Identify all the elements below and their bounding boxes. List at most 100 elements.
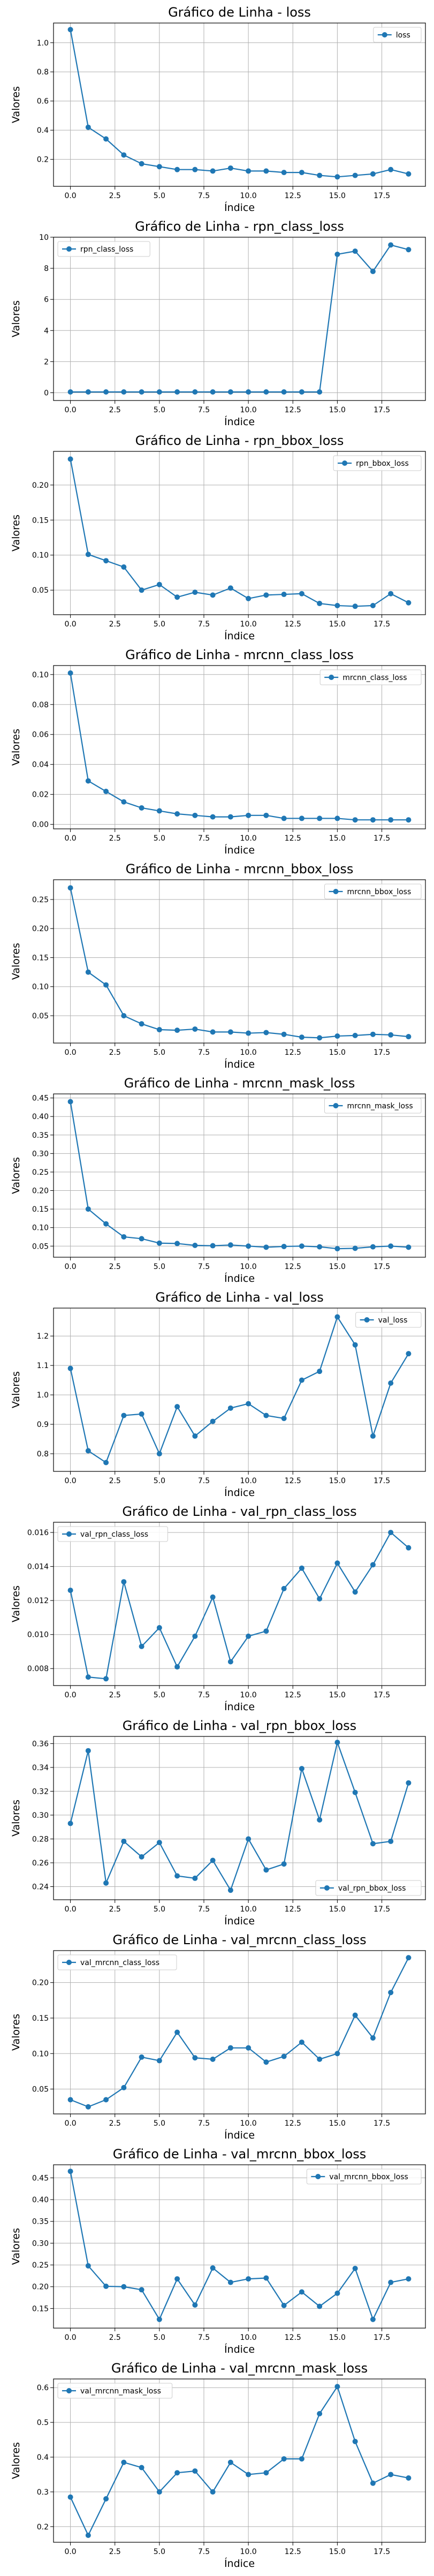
data-point (174, 2470, 180, 2476)
data-point (263, 812, 269, 818)
legend-label: val_mrcnn_class_loss (80, 1959, 159, 1967)
x-tick-label: 10.0 (240, 192, 257, 200)
legend-box (333, 455, 422, 471)
x-tick-label: 0.0 (64, 620, 76, 629)
y-axis-label: Valores (10, 2228, 22, 2265)
x-tick-label: 7.5 (198, 2119, 210, 2128)
data-point (67, 1099, 73, 1105)
data-point (67, 2097, 73, 2103)
x-tick-label: 7.5 (198, 1048, 210, 1057)
data-point (406, 1955, 412, 1961)
data-point (85, 1674, 91, 1680)
y-axis-label: Valores (10, 1157, 22, 1194)
x-tick-label: 0.0 (64, 834, 76, 843)
x-tick-label: 0.0 (64, 1263, 76, 1271)
legend: rpn_bbox_loss (333, 455, 422, 471)
data-point (299, 2039, 304, 2045)
y-tick-label: 0.20 (32, 1979, 49, 1988)
data-point (281, 2456, 287, 2462)
data-point (352, 248, 358, 254)
series-line (70, 2171, 409, 2320)
data-point (103, 2097, 109, 2103)
data-point (139, 161, 144, 167)
chart-title: Gráfico de Linha - val_mrcnn_bbox_loss (113, 2147, 366, 2162)
data-point (139, 587, 144, 593)
axes-frame (53, 1950, 426, 2114)
series-line (70, 244, 409, 393)
y-tick-label: 0.30 (32, 1150, 49, 1158)
x-axis-label: Índice (224, 630, 255, 642)
data-point (192, 812, 198, 818)
x-tick-label: 10.0 (240, 1263, 257, 1271)
x-tick-label: 15.0 (329, 620, 346, 629)
legend-box (57, 1526, 168, 1542)
data-point (406, 247, 412, 253)
y-tick-label: 8 (44, 265, 49, 273)
chart-title: Gráfico de Linha - val_mrcnn_class_loss (112, 1932, 366, 1947)
x-tick-label: 2.5 (109, 1477, 121, 1485)
data-point (246, 595, 252, 601)
x-tick-label: 2.5 (109, 834, 121, 843)
legend-label: loss (396, 31, 410, 40)
data-point (299, 389, 304, 395)
y-tick-label: 0.10 (32, 671, 49, 679)
data-point (263, 1030, 269, 1036)
legend-label: val_loss (378, 1316, 408, 1325)
data-point (370, 1244, 376, 1250)
data-point (174, 2029, 180, 2035)
x-tick-label: 15.0 (329, 1691, 346, 1699)
x-tick-label: 12.5 (285, 1691, 301, 1699)
y-tick-label: 0.25 (32, 2261, 49, 2270)
data-point (103, 1460, 109, 1465)
data-point (174, 1028, 180, 1033)
data-point (388, 2472, 394, 2477)
data-point (121, 2284, 127, 2290)
data-point (67, 2169, 73, 2174)
data-point (121, 1013, 127, 1018)
legend-label: val_mrcnn_mask_loss (80, 2387, 161, 2396)
data-point (174, 594, 180, 600)
x-tick-label: 12.5 (285, 1048, 301, 1057)
y-tick-label: 0.35 (32, 2218, 49, 2226)
series-line (70, 1316, 409, 1463)
x-tick-label: 10.0 (240, 1477, 257, 1485)
y-tick-label: 0.15 (32, 954, 49, 962)
y-tick-label: 0.9 (37, 1421, 49, 1429)
x-tick-label: 7.5 (198, 1905, 210, 1914)
data-point (139, 2287, 144, 2293)
data-point (156, 1451, 162, 1457)
x-tick-label: 12.5 (285, 192, 301, 200)
data-point (103, 2496, 109, 2502)
x-tick-label: 5.0 (154, 1905, 165, 1914)
y-tick-label: 0.36 (32, 1740, 49, 1748)
chart-panel: Gráfico de Linha - loss 0.0 2.5 5.0 7.5 10.0 1… (10, 5, 426, 214)
data-point (192, 1026, 198, 1032)
data-point (299, 1243, 304, 1249)
data-point (299, 1565, 304, 1571)
data-point (156, 2489, 162, 2495)
data-point (388, 1530, 394, 1536)
y-axis-label: Valores (10, 1800, 22, 1837)
data-point (352, 1789, 358, 1795)
x-tick-label: 5.0 (154, 1691, 165, 1699)
x-tick-label: 5.0 (154, 2119, 165, 2128)
legend-label: val_rpn_class_loss (80, 1530, 148, 1539)
x-tick-label: 17.5 (374, 192, 390, 200)
chart-title: Gráfico de Linha - mrcnn_mask_loss (124, 1076, 355, 1091)
axes-frame (53, 1522, 426, 1686)
axes-frame (53, 2378, 426, 2543)
data-point (210, 814, 216, 820)
y-axis-label: Valores (10, 943, 22, 980)
series-line (70, 1531, 409, 1680)
legend-marker (66, 1531, 72, 1537)
legend-marker (333, 889, 339, 894)
legend: val_mrcnn_mask_loss (57, 2383, 173, 2399)
data-point (156, 2058, 162, 2064)
y-tick-label: 0.05 (32, 586, 49, 595)
y-tick-label: 4 (44, 327, 49, 335)
legend: val_rpn_class_loss (57, 1526, 168, 1542)
data-point (121, 1579, 127, 1585)
x-tick-label: 2.5 (109, 620, 121, 629)
data-point (281, 170, 287, 176)
axes-frame (53, 1308, 426, 1472)
